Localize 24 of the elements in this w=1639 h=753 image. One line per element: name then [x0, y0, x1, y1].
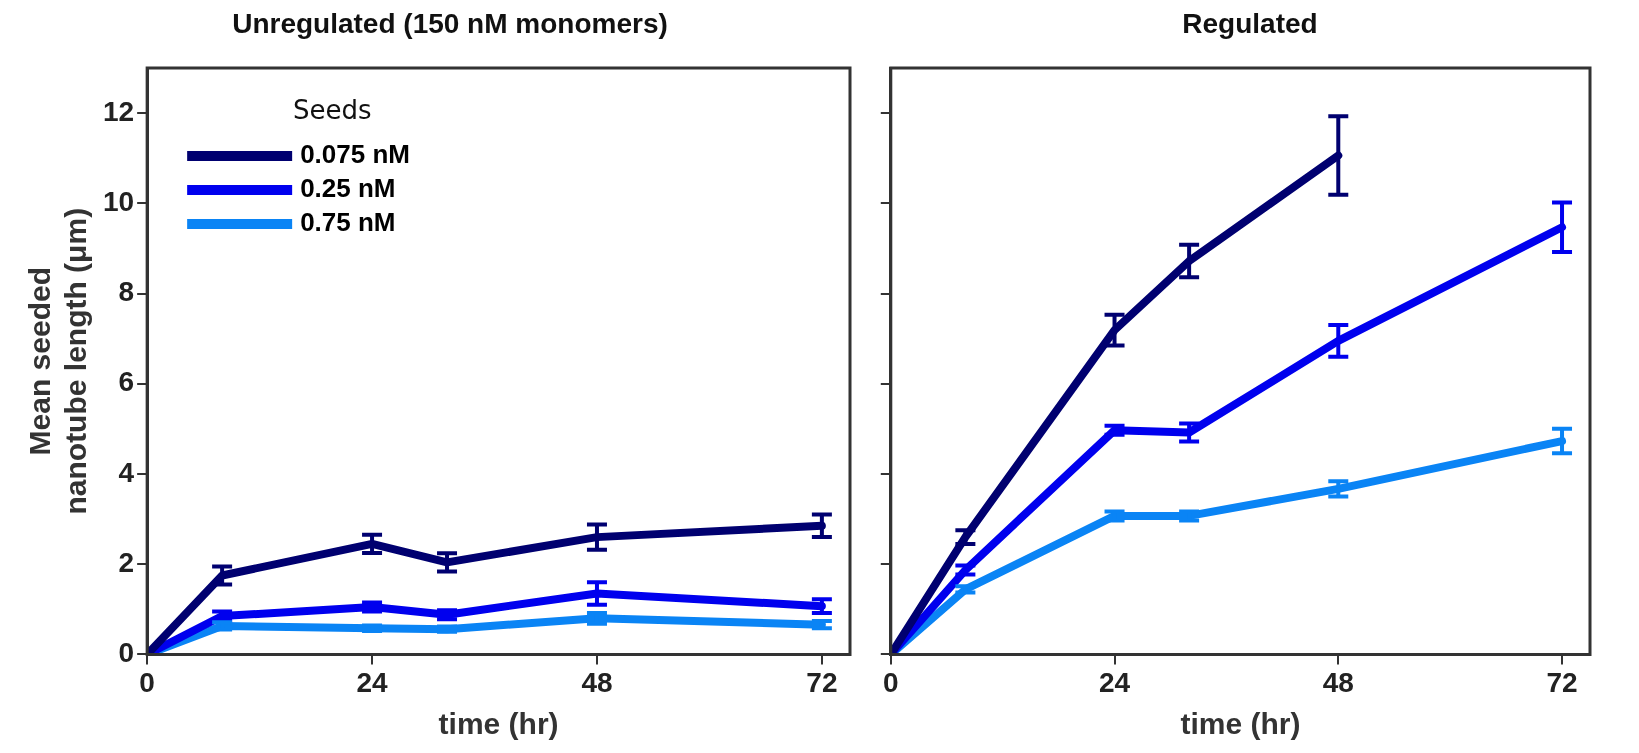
y-tick-label: 4 — [118, 456, 135, 488]
x-tick-label: 48 — [581, 666, 613, 698]
chart-title: Regulated — [1181, 8, 1319, 41]
y-tick-label: 6 — [118, 366, 135, 398]
y-tick-label: 10 — [102, 186, 135, 218]
x-tick-label: 24 — [356, 666, 389, 698]
x-axis-title: time (hr) — [1180, 707, 1301, 741]
y-tick-label: 0 — [118, 637, 135, 669]
y-tick-label: 12 — [102, 95, 135, 127]
legend-title: Seeds — [292, 94, 372, 125]
y-tick-label: 2 — [118, 546, 135, 578]
x-tick-label: 24 — [1098, 666, 1131, 698]
y-axis-title: Mean seeded nanotube length (μm) — [23, 207, 93, 515]
x-axis-title: time (hr) — [438, 707, 559, 741]
chart-title: Unregulated (150 nM monomers) — [231, 8, 669, 41]
y-tick-label: 8 — [118, 276, 135, 308]
x-tick-label: 0 — [139, 666, 155, 698]
x-tick-label: 48 — [1322, 666, 1354, 698]
legend-label: 0.75 nM — [300, 207, 396, 238]
x-tick-label: 72 — [1546, 666, 1578, 698]
legend-label: 0.25 nM — [300, 173, 396, 204]
x-tick-label: 72 — [806, 666, 838, 698]
x-tick-label: 0 — [883, 666, 899, 698]
legend-label: 0.075 nM — [300, 139, 410, 170]
